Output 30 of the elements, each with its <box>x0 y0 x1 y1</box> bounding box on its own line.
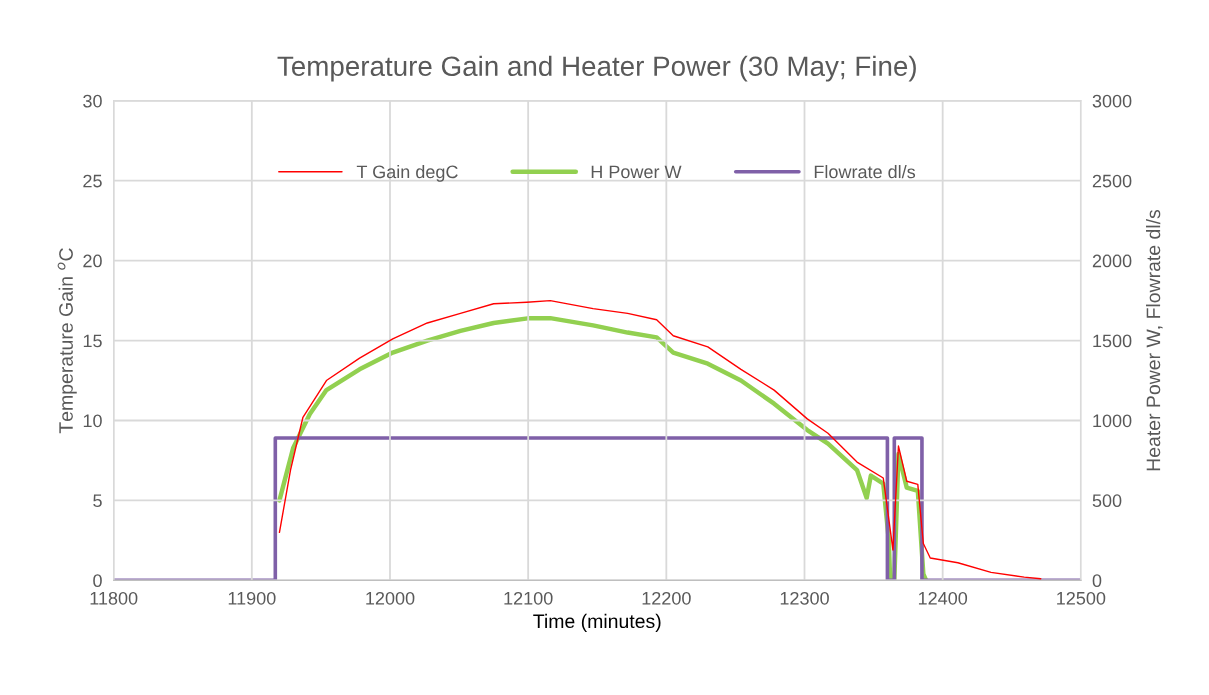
x-axis-title: Time (minutes) <box>533 613 661 632</box>
chart-title: Temperature Gain and Heater Power (30 May; Fine) <box>277 55 916 82</box>
y-tick-label: 15 <box>83 334 102 348</box>
x-tick-label: 12200 <box>642 591 691 605</box>
line-series <box>278 299 1042 580</box>
y-tick-label: 0 <box>93 574 102 588</box>
legend-label: T Gain degC <box>356 164 458 182</box>
y2-axis-title: Heater Power W, Flowrate dl/s <box>1146 209 1163 471</box>
y2-tick-label: 0 <box>1092 574 1102 588</box>
y2-tick-label: 2500 <box>1092 174 1132 188</box>
x-tick-label: 12100 <box>504 591 553 605</box>
y2-tick-label: 1000 <box>1093 414 1132 428</box>
x-tick-label: 12000 <box>366 591 415 605</box>
legend-label: H Power W <box>591 165 682 179</box>
y-axis-title: Temperature Gain $^{o}$C <box>57 248 77 434</box>
y-tick-label: 20 <box>83 254 102 268</box>
x-tick-label: 12300 <box>780 591 829 605</box>
y2-tick-label: 1500 <box>1093 334 1132 348</box>
y2-tick-label: 2000 <box>1092 254 1132 268</box>
y-tick-label: 5 <box>93 494 102 508</box>
x-tick-label: 12400 <box>918 591 968 605</box>
y2-tick-label: 3000 <box>1092 94 1132 108</box>
legend-label: Flowrate dl/s <box>814 164 916 179</box>
x-tick-label: 11800 <box>90 591 138 605</box>
y-tick-label: 10 <box>83 414 102 428</box>
x-tick-label: 11900 <box>228 591 276 605</box>
x-tick-label: 12500 <box>1057 591 1106 605</box>
y2-tick-label: 500 <box>1092 494 1122 508</box>
y-tick-label: 25 <box>83 174 102 188</box>
y-tick-label: 30 <box>83 94 102 108</box>
